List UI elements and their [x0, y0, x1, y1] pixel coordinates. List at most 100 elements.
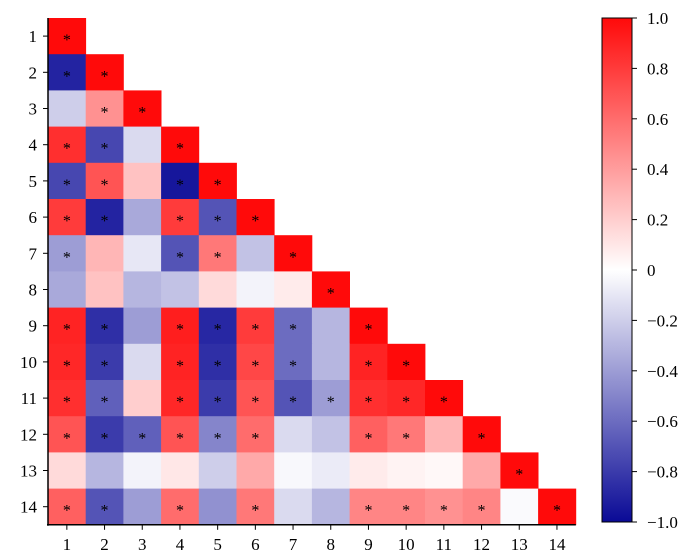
- heatmap-cell-13-2: [85, 452, 124, 489]
- heatmap-cell-9-4: [161, 307, 200, 345]
- heatmap-cell-14-9: [349, 488, 388, 526]
- x-tick-label: 12: [473, 535, 490, 554]
- significance-marker: *: [289, 322, 297, 339]
- significance-marker: *: [138, 105, 146, 122]
- heatmap-cell-3-2: [85, 90, 124, 127]
- significance-marker: *: [402, 503, 410, 520]
- heatmap-cell-5-3: [123, 162, 162, 200]
- heatmap-cell-13-7: [274, 452, 313, 489]
- y-tick-label: 8: [29, 281, 38, 300]
- x-tick-label: 2: [100, 535, 109, 554]
- heatmap-cell-6-6: [236, 199, 275, 236]
- heatmap-cell-7-5: [198, 235, 237, 272]
- heatmap-cell-8-7: [274, 271, 313, 308]
- heatmap-cell-12-11: [425, 416, 464, 453]
- y-tick-label: 10: [20, 353, 37, 372]
- heatmap-cell-10-1: [48, 343, 87, 381]
- heatmap-cell-9-9: [349, 307, 388, 345]
- heatmap-cell-9-8: [311, 307, 350, 345]
- heatmap-cell-10-8: [311, 343, 350, 381]
- heatmap-cell-7-3: [123, 235, 162, 272]
- significance-marker: *: [327, 394, 335, 411]
- heatmap-cell-13-5: [198, 452, 237, 489]
- heatmap-cell-14-2: [85, 488, 124, 526]
- x-tick-label: 1: [63, 535, 72, 554]
- y-tick-label: 9: [29, 317, 38, 336]
- heatmap-cell-4-2: [85, 126, 124, 164]
- heatmap-cell-9-1: [48, 307, 87, 345]
- significance-marker: *: [214, 177, 222, 194]
- heatmap-cell-10-6: [236, 343, 275, 381]
- significance-marker: *: [63, 249, 71, 266]
- significance-marker: *: [101, 394, 109, 411]
- heatmap-cell-14-12: [462, 488, 501, 526]
- y-tick-label: 12: [20, 425, 37, 444]
- significance-marker: *: [364, 358, 372, 375]
- heatmap-cell-3-1: [48, 90, 87, 127]
- heatmap-cell-14-5: [198, 488, 237, 526]
- significance-marker: *: [214, 358, 222, 375]
- y-tick-label: 13: [20, 462, 37, 481]
- x-tick-label: 7: [289, 535, 298, 554]
- colorbar-tick-label: −0.8: [647, 463, 678, 482]
- heatmap-cells: * * * * * * * * * * * * * * * * * * * * * * * * * * * * * * * * * * * * * * * *…: [48, 18, 577, 526]
- heatmap-cell-11-6: [236, 380, 275, 417]
- heatmap-cell-11-2: [85, 380, 124, 417]
- heatmap-cell-14-4: [161, 488, 200, 526]
- heatmap-cell-8-1: [48, 271, 87, 308]
- heatmap-cell-11-3: [123, 380, 162, 417]
- heatmap-cell-12-5: [198, 416, 237, 453]
- y-tick-label: 3: [29, 100, 38, 119]
- significance-marker: *: [176, 358, 184, 375]
- heatmap-cell-12-8: [311, 416, 350, 453]
- heatmap-cell-10-4: [161, 343, 200, 381]
- significance-marker: *: [214, 213, 222, 230]
- heatmap-cell-14-14: [538, 488, 577, 526]
- significance-marker: *: [289, 249, 297, 266]
- significance-marker: *: [176, 503, 184, 520]
- heatmap-cell-11-9: [349, 380, 388, 417]
- significance-marker: *: [402, 394, 410, 411]
- heatmap-cell-12-12: [462, 416, 501, 453]
- significance-marker: *: [364, 430, 372, 447]
- heatmap-cell-13-1: [48, 452, 87, 489]
- heatmap-cell-7-4: [161, 235, 200, 272]
- heatmap-cell-6-2: [85, 199, 124, 236]
- colorbar-tick-label: 0.4: [647, 160, 669, 179]
- heatmap-cell-10-2: [85, 343, 124, 381]
- significance-marker: *: [214, 249, 222, 266]
- heatmap-cell-10-9: [349, 343, 388, 381]
- significance-marker: *: [478, 430, 486, 447]
- x-tick-label: 8: [327, 535, 336, 554]
- significance-marker: *: [176, 213, 184, 230]
- heatmap-cell-8-3: [123, 271, 162, 308]
- heatmap-cell-14-10: [387, 488, 426, 526]
- significance-marker: *: [251, 394, 259, 411]
- significance-marker: *: [176, 177, 184, 194]
- heatmap-cell-13-6: [236, 452, 275, 489]
- significance-marker: *: [63, 358, 71, 375]
- heatmap-cell-12-7: [274, 416, 313, 453]
- significance-marker: *: [63, 141, 71, 158]
- significance-marker: *: [176, 322, 184, 339]
- heatmap-cell-14-8: [311, 488, 350, 526]
- significance-marker: *: [63, 430, 71, 447]
- significance-marker: *: [364, 394, 372, 411]
- significance-marker: *: [63, 503, 71, 520]
- significance-marker: *: [364, 322, 372, 339]
- heatmap-cell-13-10: [387, 452, 426, 489]
- heatmap-cell-11-10: [387, 380, 426, 417]
- heatmap-cell-14-3: [123, 488, 162, 526]
- heatmap-cell-4-4: [161, 126, 200, 164]
- heatmap-cell-12-4: [161, 416, 200, 453]
- heatmap-cell-8-5: [198, 271, 237, 308]
- colorbar-tick-label: 0.6: [647, 110, 668, 129]
- heatmap-cell-13-13: [500, 452, 539, 489]
- colorbar-tick-label: −1.0: [647, 513, 678, 532]
- heatmap-cell-10-5: [198, 343, 237, 381]
- heatmap-cell-11-8: [311, 380, 350, 417]
- significance-marker: *: [63, 177, 71, 194]
